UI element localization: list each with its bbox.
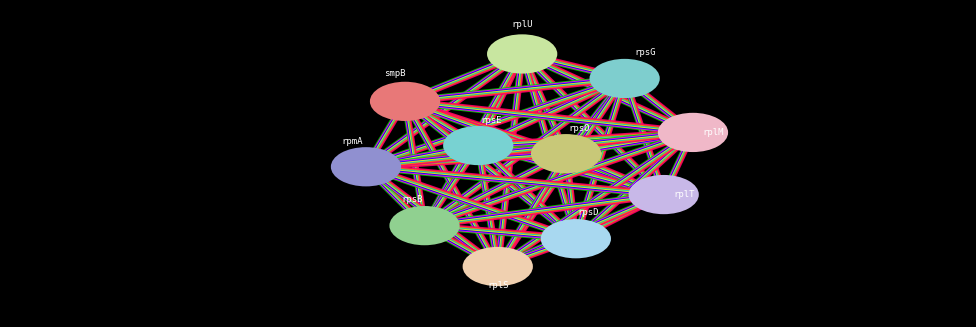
Text: rpsO: rpsO [568, 124, 590, 133]
Ellipse shape [370, 82, 440, 121]
Ellipse shape [531, 134, 601, 173]
Text: rpsE: rpsE [480, 116, 502, 125]
Text: rpsB: rpsB [401, 195, 423, 204]
Ellipse shape [463, 247, 533, 286]
Text: rpsG: rpsG [634, 48, 656, 57]
Ellipse shape [658, 113, 728, 152]
Ellipse shape [629, 175, 699, 214]
Text: rplT: rplT [673, 190, 695, 199]
Text: rplU: rplU [511, 20, 533, 29]
Text: rpsD: rpsD [578, 208, 599, 217]
Ellipse shape [541, 219, 611, 258]
Text: rplM: rplM [703, 128, 724, 137]
Ellipse shape [331, 147, 401, 186]
Text: rpmA: rpmA [342, 136, 363, 146]
Ellipse shape [443, 126, 513, 165]
Ellipse shape [590, 59, 660, 98]
Text: smpB: smpB [384, 69, 405, 78]
Ellipse shape [487, 34, 557, 74]
Text: rplS: rplS [487, 281, 508, 290]
Ellipse shape [389, 206, 460, 245]
